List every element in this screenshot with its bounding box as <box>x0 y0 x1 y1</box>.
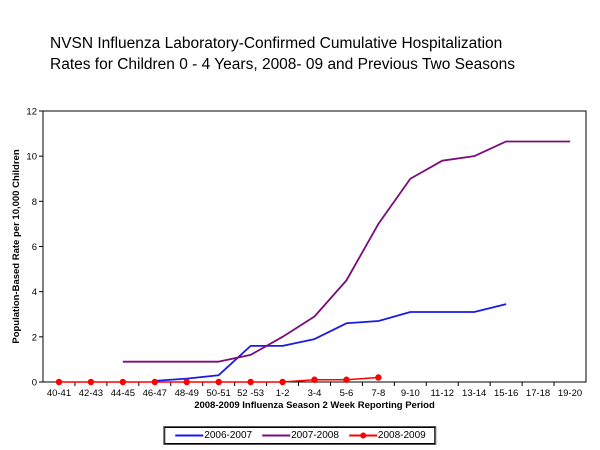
y-axis-tick-label: 8 <box>32 197 37 208</box>
legend-item-2006-2007: 2006-2007 <box>174 430 252 441</box>
data-point-2008-2009 <box>311 376 318 383</box>
x-axis-tick-label: 3-4 <box>308 388 322 399</box>
x-axis-tick-label: 17-18 <box>526 388 550 399</box>
x-axis-tick-label: 7-8 <box>372 388 386 399</box>
y-axis-tick-label: 12 <box>26 107 37 118</box>
chart-legend: 2006-2007 2007-2008 2008-2009 <box>163 426 437 445</box>
x-axis-tick-label: 11-12 <box>430 388 454 399</box>
x-axis-tick-label: 44-45 <box>111 388 135 399</box>
x-axis-tick-label: 13-14 <box>462 388 486 399</box>
data-point-2008-2009 <box>55 378 63 386</box>
x-axis-tick-label: 1-2 <box>276 388 290 399</box>
y-axis-tick-label: 6 <box>32 242 37 253</box>
x-axis-tick-label: 48-49 <box>175 388 199 399</box>
series-line-2006-2007 <box>154 303 507 382</box>
legend-marker-icon <box>359 432 366 439</box>
data-point-2008-2009 <box>343 376 350 383</box>
legend-swatch-2008-2009 <box>348 432 377 439</box>
legend-swatch-2007-2008 <box>262 434 291 437</box>
x-axis-title: 2008-2009 Influenza Season 2 Week Report… <box>194 400 435 411</box>
legend-label-2007-2008: 2007-2008 <box>291 430 339 441</box>
data-point-2008-2009 <box>247 378 254 386</box>
data-point-2008-2009 <box>375 374 382 381</box>
legend-item-2008-2009: 2008-2009 <box>348 430 426 441</box>
y-axis-tick-label: 0 <box>32 378 37 389</box>
data-point-2008-2009 <box>215 378 222 386</box>
x-axis-tick-label: 42-43 <box>79 388 103 399</box>
x-axis-tick-label: 15-16 <box>494 388 518 399</box>
data-point-2008-2009 <box>279 378 286 386</box>
page-title-line2: Rates for Children 0 - 4 Years, 2008- 09… <box>50 56 515 73</box>
data-point-2008-2009 <box>151 378 158 386</box>
page-title-line1: NVSN Influenza Laboratory-Confirmed Cumu… <box>50 35 503 52</box>
x-axis-tick-label: 5-6 <box>340 388 354 399</box>
page-title: NVSN Influenza Laboratory-Confirmed Cumu… <box>50 33 570 75</box>
x-axis-tick-label: 46-47 <box>143 388 167 399</box>
legend-item-2007-2008: 2007-2008 <box>261 430 339 441</box>
x-axis-tick-label: 50-51 <box>207 388 231 399</box>
y-axis-title: Population-Based Rate per 10,000 Childre… <box>11 149 22 343</box>
legend-label-2006-2007: 2006-2007 <box>204 430 253 441</box>
data-point-2008-2009 <box>119 378 127 386</box>
data-point-2008-2009 <box>183 378 190 386</box>
x-axis-tick-label: 40-41 <box>47 388 71 399</box>
y-axis-tick-label: 2 <box>32 332 37 343</box>
x-axis-tick-label: 19-20 <box>558 388 582 399</box>
x-axis-tick-label: 9-10 <box>401 388 420 399</box>
y-axis-tick-label: 4 <box>32 287 37 298</box>
data-point-2008-2009 <box>87 378 95 386</box>
x-axis-tick-label: 52 -53 <box>237 388 264 399</box>
y-axis-tick-label: 10 <box>26 152 37 163</box>
series-line-2007-2008 <box>122 140 571 363</box>
legend-swatch-2006-2007 <box>175 434 204 437</box>
legend-label-2008-2009: 2008-2009 <box>377 430 426 441</box>
plot-border <box>42 110 587 383</box>
